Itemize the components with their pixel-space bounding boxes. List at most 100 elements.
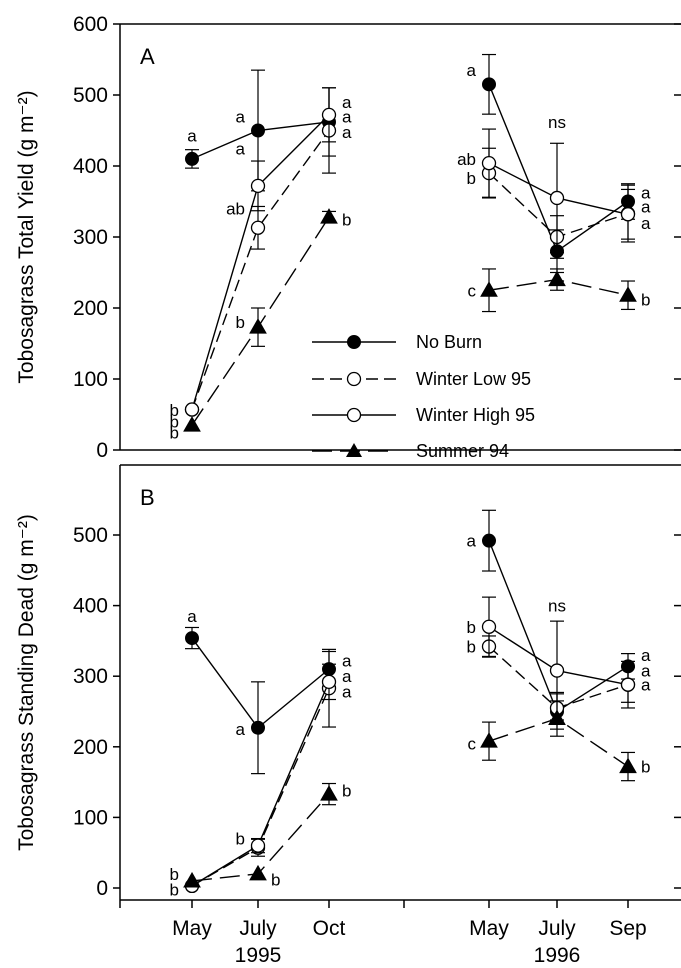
- legend-marker: [347, 335, 361, 349]
- legend-label: No Burn: [416, 332, 482, 352]
- data-point-triangle: [619, 757, 637, 774]
- series-no-burn: [185, 509, 635, 775]
- data-point-open: [250, 838, 266, 853]
- panel-b: 0 100 200 300 400 500 B Tobosagrass Standing De…: [15, 464, 681, 967]
- data-point-triangle: [548, 709, 566, 726]
- significance-label: a: [236, 720, 246, 739]
- series-line: [488, 717, 629, 768]
- data-point-filled: [185, 631, 199, 646]
- data-point-open: [620, 677, 636, 692]
- series-winter-high-95: [184, 596, 636, 894]
- data-point-triangle: [480, 281, 498, 297]
- y-tick-label: 300: [73, 665, 108, 688]
- significance-label: ab: [226, 200, 245, 219]
- x-tick-label: May: [172, 917, 212, 940]
- significance-label: c: [468, 734, 477, 753]
- significance-label: a: [236, 139, 246, 158]
- significance-label: b: [342, 210, 351, 229]
- data-point-triangle: [619, 286, 637, 302]
- x-tick-label: July: [538, 917, 576, 940]
- legend-label: Summer 94: [416, 441, 509, 461]
- significance-label: b: [170, 401, 179, 420]
- data-point-open: [321, 674, 337, 689]
- x-tick-label: Sep: [609, 917, 646, 940]
- significance-label: b: [236, 313, 245, 332]
- series-line: [488, 172, 629, 238]
- significance-label: b: [170, 880, 179, 899]
- significance-label: a: [342, 667, 352, 686]
- significance-label: b: [342, 782, 351, 801]
- data-point-open: [321, 107, 337, 123]
- series-line: [191, 130, 330, 410]
- data-point-triangle: [320, 785, 338, 801]
- series-winter-high-95: [184, 87, 636, 417]
- data-point-open: [549, 663, 565, 678]
- y-tick-label: 100: [73, 806, 108, 829]
- y-tick-label: 400: [73, 595, 108, 618]
- y-tick-label: 300: [73, 226, 108, 249]
- data-point-filled: [482, 77, 496, 92]
- y-tick-label: 500: [73, 524, 108, 547]
- data-point-open: [620, 207, 636, 222]
- data-point-open: [184, 402, 200, 417]
- year-label: 1995: [235, 944, 282, 967]
- significance-label: a: [467, 532, 477, 551]
- y-tick-label: 200: [73, 736, 108, 759]
- significance-label: ns: [548, 597, 566, 616]
- series-winter-low-95: [184, 87, 636, 417]
- data-point-triangle: [183, 871, 201, 888]
- y-axis-label: Tobosagrass Standing Dead (g m⁻²): [15, 514, 38, 851]
- significance-label: b: [467, 638, 476, 657]
- y-tick-label: 600: [73, 13, 108, 36]
- data-point-triangle: [320, 208, 338, 224]
- y-tick-label: 200: [73, 297, 108, 320]
- legend-entry: Summer 94: [312, 441, 509, 461]
- y-axis-label: Tobosagrass Total Yield (g m⁻²): [15, 90, 38, 383]
- data-point-triangle: [183, 416, 201, 432]
- significance-label: b: [467, 169, 476, 188]
- legend-entry: No Burn: [312, 332, 482, 352]
- y-tick-label: 0: [96, 439, 108, 462]
- significance-label: a: [342, 652, 352, 671]
- significance-label: b: [236, 830, 245, 849]
- significance-label: a: [641, 676, 651, 695]
- series-line: [191, 216, 330, 426]
- legend: No Burn Winter Low 95 Winter High 95 Summer…: [312, 332, 535, 461]
- panel-a: 0 100 200 300 400 500 600 A Tobosagrass Total Yi…: [15, 13, 681, 462]
- data-point-triangle: [249, 864, 267, 881]
- significance-label: ns: [548, 113, 566, 132]
- series-summer-94: [183, 700, 637, 888]
- data-point-filled: [482, 533, 496, 548]
- significance-label: b: [641, 290, 650, 309]
- series-no-burn: [185, 53, 635, 274]
- legend-label: Winter Low 95: [416, 369, 531, 389]
- data-point-open: [250, 220, 266, 235]
- data-point-open: [549, 190, 565, 206]
- x-tick-label: May: [469, 917, 509, 940]
- data-point-filled: [251, 720, 265, 735]
- series-line: [488, 540, 629, 713]
- significance-label: c: [468, 281, 477, 300]
- significance-label: a: [342, 107, 352, 126]
- legend-entry: Winter High 95: [312, 405, 535, 425]
- significance-label: a: [342, 683, 352, 702]
- significance-label: b: [170, 865, 179, 884]
- panel-letter: B: [140, 485, 155, 510]
- significance-label: a: [342, 93, 352, 112]
- significance-label: b: [170, 413, 179, 432]
- data-point-open: [481, 619, 497, 634]
- series-line: [191, 637, 330, 729]
- data-point-triangle: [249, 318, 267, 334]
- series-line: [488, 84, 629, 253]
- series-line: [191, 793, 330, 882]
- x-tick-label: July: [239, 917, 277, 940]
- legend-marker: [346, 371, 362, 387]
- data-point-triangle: [480, 732, 498, 748]
- significance-label: ab: [457, 150, 476, 169]
- significance-label: b: [641, 758, 650, 777]
- series-line: [488, 162, 629, 215]
- significance-label: b: [170, 423, 179, 442]
- y-tick-label: 400: [73, 155, 108, 178]
- series-line: [191, 681, 330, 887]
